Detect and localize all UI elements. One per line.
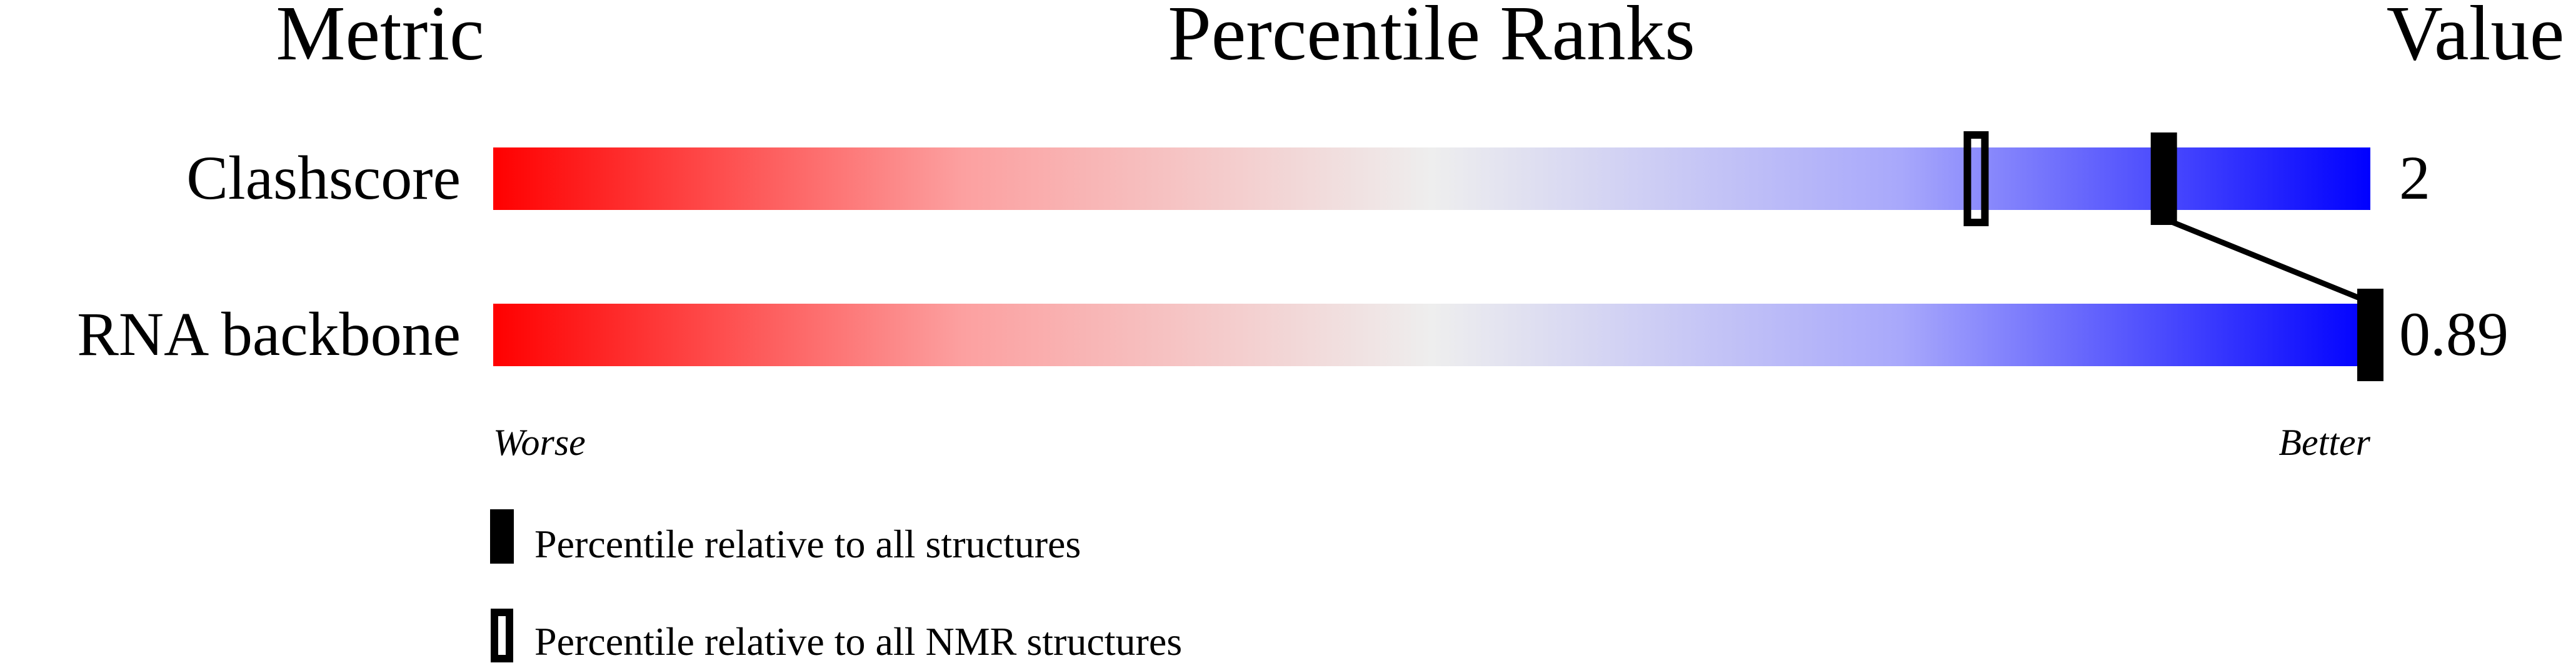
value-label: 2: [2399, 143, 2430, 212]
better-label: Better: [2278, 422, 2370, 463]
legend-label-nmr: Percentile relative to all NMR structure…: [534, 619, 1182, 663]
legend-label-all: Percentile relative to all structures: [534, 522, 1081, 566]
percentile-bar: [493, 304, 2370, 366]
metric-label: RNA backbone: [77, 299, 461, 369]
all-percentile-marker: [2357, 289, 2383, 381]
all-percentile-marker: [2150, 132, 2177, 225]
header-metric: Metric: [276, 0, 484, 77]
nmr-percentile-marker: [1963, 131, 1989, 226]
legend-filled-marker: [490, 509, 514, 564]
worse-label: Worse: [493, 422, 586, 463]
header-percentile-ranks: Percentile Ranks: [1168, 0, 1695, 77]
legend-open-marker: [491, 609, 513, 662]
percentile-bar: [493, 147, 2370, 210]
header-value: Value: [2387, 0, 2565, 77]
metric-label: Clashscore: [186, 143, 461, 212]
connector-line: [2162, 216, 2368, 304]
value-label: 0.89: [2399, 299, 2508, 369]
